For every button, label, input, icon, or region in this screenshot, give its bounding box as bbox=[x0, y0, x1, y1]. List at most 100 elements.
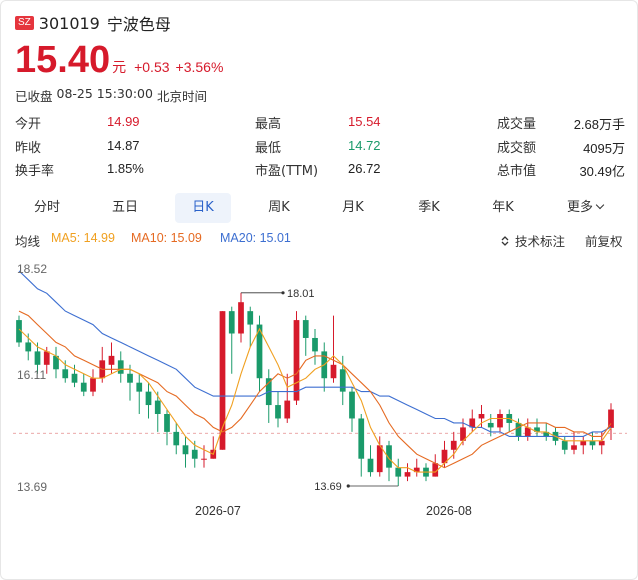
stat-value: 14.87 bbox=[107, 138, 140, 153]
tab-label: 分时 bbox=[33, 200, 60, 215]
tab-intraday[interactable]: 分时 bbox=[19, 193, 75, 223]
tab-label: 年K bbox=[492, 200, 514, 215]
chevron-expand-icon bbox=[501, 235, 509, 246]
candle-body bbox=[349, 391, 355, 419]
stat-label: 成交量 bbox=[497, 117, 537, 132]
tab-label: 五日 bbox=[111, 200, 138, 215]
tab-more[interactable]: 更多 bbox=[553, 193, 617, 223]
candle-body bbox=[561, 440, 568, 450]
stat-value: 26.72 bbox=[348, 161, 381, 176]
ma10-line bbox=[18, 310, 612, 469]
candle-body bbox=[247, 311, 254, 325]
candle-body bbox=[395, 467, 402, 477]
tab-yearly-k[interactable]: 年K bbox=[475, 193, 531, 223]
candle-body bbox=[524, 427, 531, 437]
ma5-value: MA5: 14.99 bbox=[51, 231, 115, 245]
stat-value: 4095万 bbox=[583, 141, 625, 156]
ma20-line bbox=[18, 270, 612, 437]
stat-label: 成交额 bbox=[497, 141, 537, 156]
ma5-line bbox=[18, 327, 612, 473]
market-status: 已收盘 08-25 15:30:00 北京时间 bbox=[15, 86, 207, 105]
candle-body bbox=[571, 445, 577, 450]
candle-body bbox=[16, 320, 22, 343]
candle-body bbox=[219, 311, 226, 450]
stock-name: 宁波色母 bbox=[106, 15, 171, 34]
price-row: 15.40 元 +0.53 +3.56% bbox=[15, 39, 223, 82]
status-datetime: 08-25 15:30:00 bbox=[56, 86, 153, 101]
y-tick-mid: 16.11 bbox=[17, 368, 47, 382]
tab-monthly-k[interactable]: 月K bbox=[325, 193, 381, 223]
stat-value: 30.49亿 bbox=[579, 164, 625, 179]
candle-body bbox=[275, 405, 281, 419]
tab-weekly-k[interactable]: 周K bbox=[251, 193, 307, 223]
stat-low: 最低 bbox=[255, 137, 281, 156]
candlestick-svg: 18.01 13.69 bbox=[13, 270, 627, 493]
stat-label: 总市值 bbox=[497, 164, 537, 179]
stat-value: 1.85% bbox=[107, 161, 144, 176]
candle-body bbox=[358, 418, 365, 459]
candle-body bbox=[413, 467, 420, 473]
tab-label: 更多 bbox=[566, 200, 593, 215]
stat-turnover-rate: 换手率 bbox=[15, 160, 54, 179]
tech-annotation-label: 技术标注 bbox=[515, 234, 566, 249]
high-label: 18.01 bbox=[287, 288, 315, 300]
candle-body bbox=[256, 324, 263, 379]
current-price: 15.40 bbox=[15, 39, 111, 81]
stat-volume: 成交量 bbox=[497, 113, 536, 132]
stat-value: 14.99 bbox=[107, 114, 140, 129]
candle-body bbox=[108, 355, 115, 365]
stat-label: 最低 bbox=[255, 141, 282, 156]
candle-body bbox=[367, 458, 374, 473]
candle-body bbox=[450, 440, 457, 450]
candle-body bbox=[330, 364, 337, 379]
tab-five-day[interactable]: 五日 bbox=[97, 193, 153, 223]
stat-label: 市盈(TTM) bbox=[255, 164, 319, 179]
candle-body bbox=[404, 472, 411, 477]
tech-annotation-button[interactable]: 技术标注 bbox=[499, 231, 565, 250]
title-row: SZ 301019 宁波色母 bbox=[15, 11, 171, 35]
candle-body bbox=[80, 382, 87, 392]
status-timezone: 北京时间 bbox=[156, 89, 207, 104]
chevron-down-icon bbox=[595, 200, 605, 210]
ma-title: 均线 bbox=[15, 234, 41, 249]
stat-label: 今开 bbox=[15, 117, 42, 132]
candle-body bbox=[53, 355, 59, 370]
ma20-value: MA20: 15.01 bbox=[220, 231, 291, 245]
candle-body bbox=[515, 422, 522, 437]
candle-body bbox=[136, 382, 143, 392]
candle-body bbox=[543, 431, 550, 437]
candle-body bbox=[441, 449, 448, 464]
market-badge: SZ bbox=[15, 16, 34, 30]
candle-body bbox=[228, 311, 235, 334]
status-text: 已收盘 bbox=[15, 89, 53, 104]
candle-body bbox=[534, 427, 540, 432]
candle-body bbox=[339, 369, 346, 392]
candle-body bbox=[598, 440, 605, 446]
candle-body bbox=[460, 427, 466, 441]
price-change: +0.53 bbox=[134, 59, 170, 75]
tab-daily-k[interactable]: 日K bbox=[175, 193, 231, 223]
ma-legend: 均线 MA5: 14.99 MA10: 15.09 MA20: 15.01 技术… bbox=[15, 231, 627, 249]
low-marker-dot bbox=[346, 484, 350, 488]
tab-quarterly-k[interactable]: 季K bbox=[401, 193, 457, 223]
stat-label: 换手率 bbox=[15, 164, 55, 179]
y-tick-bottom: 13.69 bbox=[17, 480, 48, 494]
candlestick-chart[interactable]: 18.01 13.69 18.52 16.11 13.69 2026-07 202… bbox=[13, 256, 627, 526]
candle-body bbox=[589, 440, 596, 446]
y-tick-top: 18.52 bbox=[17, 262, 48, 276]
price-change-percent: +3.56% bbox=[175, 59, 224, 75]
candle-body bbox=[191, 449, 198, 459]
price-adjust-button[interactable]: 前复权 bbox=[585, 234, 623, 249]
candle-body bbox=[302, 320, 309, 338]
candle-body bbox=[71, 373, 78, 383]
x-tick-august: 2026-08 bbox=[426, 504, 472, 518]
candle-body bbox=[164, 414, 170, 432]
candle-body bbox=[145, 391, 152, 406]
high-marker-dot bbox=[281, 291, 285, 295]
candle-body bbox=[432, 463, 439, 477]
tab-label: 季K bbox=[418, 200, 440, 215]
tab-label: 月K bbox=[342, 200, 364, 215]
candle-body bbox=[62, 369, 69, 379]
x-tick-july: 2026-07 bbox=[195, 504, 241, 518]
candle-body bbox=[487, 422, 494, 428]
